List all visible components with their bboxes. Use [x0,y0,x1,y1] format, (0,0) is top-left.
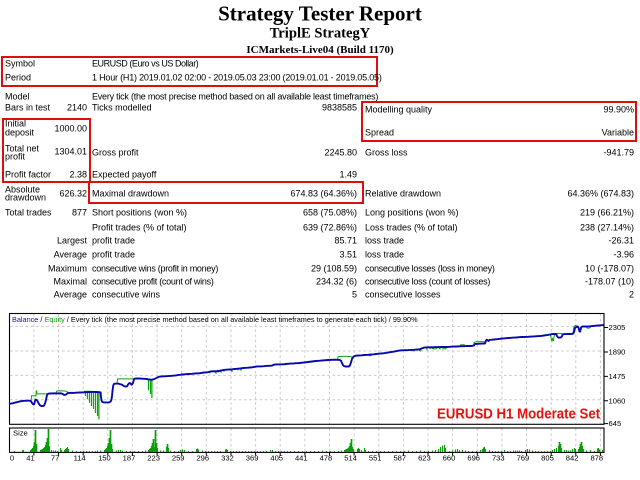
svg-text:660: 660 [443,454,456,463]
svg-text:1060: 1060 [609,396,626,405]
svg-text:1475: 1475 [609,372,626,381]
svg-text:441: 441 [295,454,308,463]
svg-text:733: 733 [492,454,505,463]
svg-text:296: 296 [196,454,209,463]
svg-text:369: 369 [246,454,259,463]
svg-text:696: 696 [467,454,480,463]
svg-text:405: 405 [270,454,283,463]
svg-text:514: 514 [344,454,357,463]
svg-text:587: 587 [393,454,406,463]
svg-text:769: 769 [517,454,530,463]
svg-text:1890: 1890 [609,348,626,357]
svg-text:Balance / Equity / Every tick: Balance / Equity / Every tick (the most … [12,315,418,324]
svg-text:623: 623 [418,454,431,463]
svg-text:41: 41 [26,454,34,463]
svg-text:878: 878 [590,454,603,463]
svg-text:187: 187 [123,454,136,463]
svg-text:805: 805 [541,454,554,463]
svg-text:Size: Size [13,429,28,438]
svg-text:478: 478 [320,454,333,463]
svg-text:223: 223 [147,454,160,463]
svg-text:114: 114 [74,454,86,463]
svg-text:2305: 2305 [609,323,626,332]
svg-text:842: 842 [566,454,579,463]
svg-text:150: 150 [98,454,111,463]
svg-text:77: 77 [51,454,59,463]
svg-text:332: 332 [221,454,234,463]
svg-text:259: 259 [172,454,185,463]
svg-text:645: 645 [609,419,622,428]
svg-text:551: 551 [369,454,382,463]
svg-text:0: 0 [10,454,14,463]
